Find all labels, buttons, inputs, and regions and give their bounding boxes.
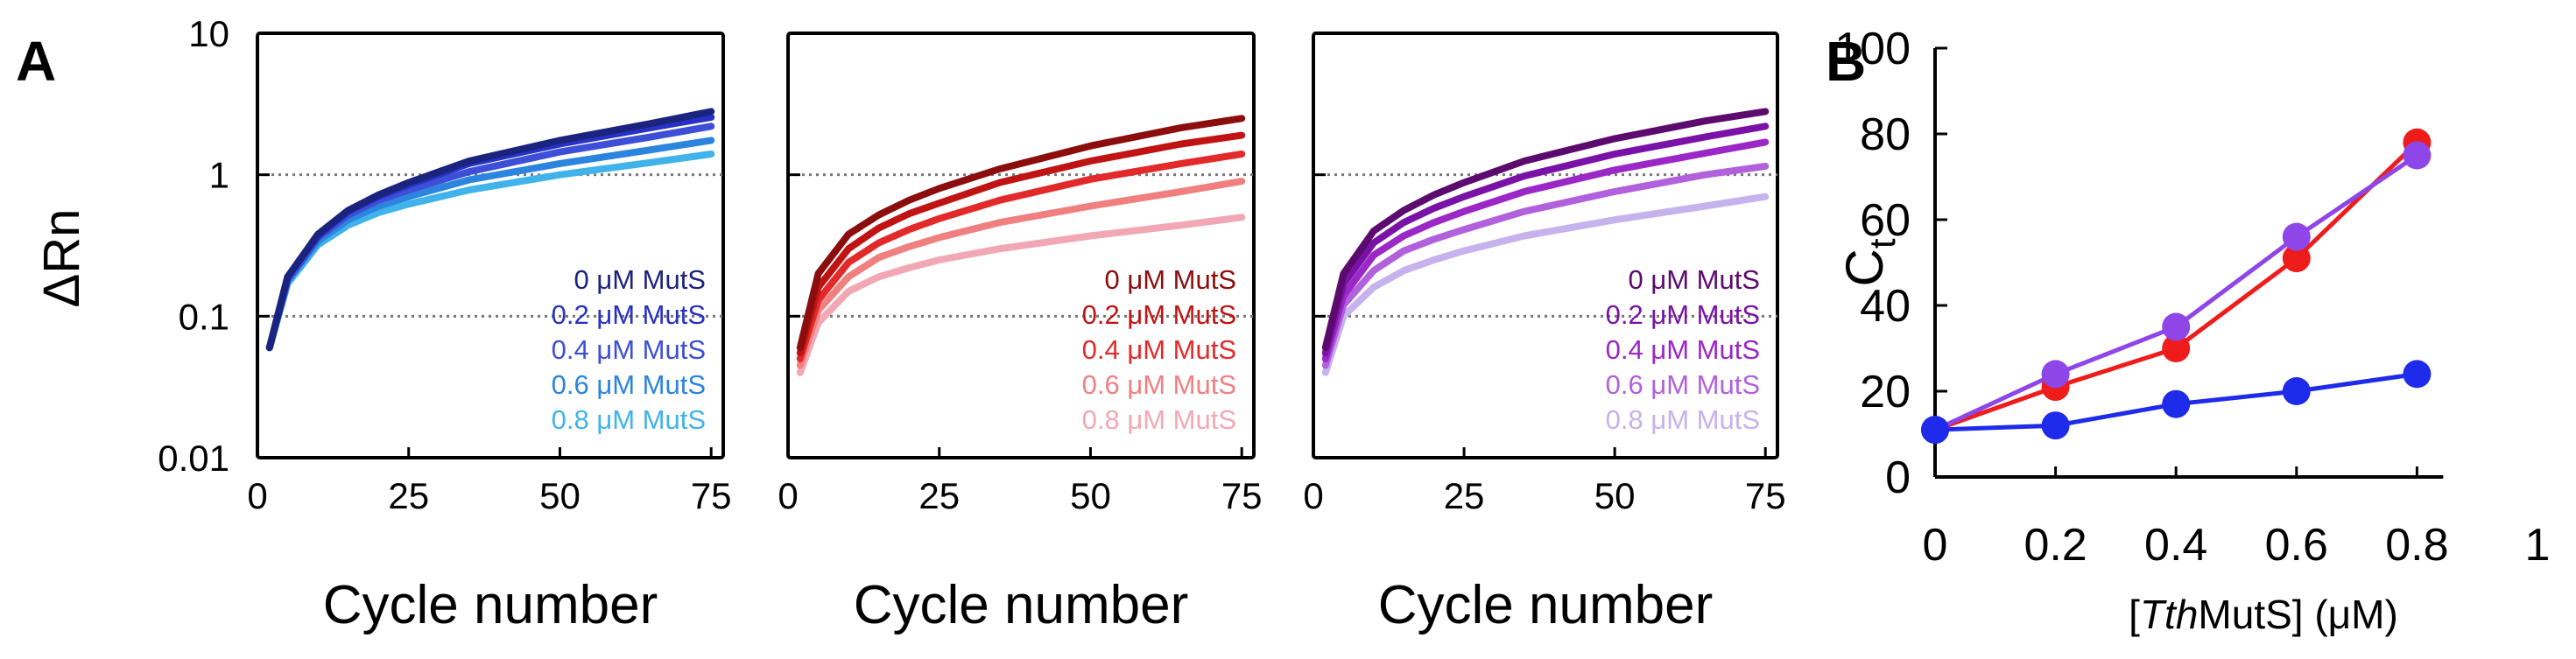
y-tick-label: 0.1 xyxy=(179,296,229,337)
data-point xyxy=(2282,222,2311,251)
y-axis-label: ΔRn xyxy=(33,209,90,308)
legend-label: 0.6 μM MutS xyxy=(1082,369,1236,400)
panel-a-label: A xyxy=(16,30,56,93)
series-line xyxy=(796,214,1246,376)
series-line xyxy=(265,108,715,352)
x-tick-label: 25 xyxy=(1444,475,1485,516)
x-axis-label-open: [ xyxy=(2129,592,2140,637)
x-tick-label: 0.8 xyxy=(2385,520,2448,571)
series-line xyxy=(1321,162,1770,369)
series-line xyxy=(1321,108,1770,352)
x-tick-label: 0.2 xyxy=(2023,520,2087,571)
x-tick-label: 25 xyxy=(388,475,429,516)
data-point xyxy=(1921,416,1949,445)
y-axis-label-main: C xyxy=(1835,249,1894,286)
legend-label: 0 μM MutS xyxy=(574,264,706,295)
legend-label: 0 μM MutS xyxy=(1628,264,1760,295)
y-tick-label: 10 xyxy=(188,13,229,54)
y-axis-label: Ct xyxy=(1835,238,1903,286)
series-line xyxy=(1321,138,1770,362)
data-point xyxy=(2282,377,2311,405)
data-point xyxy=(2162,334,2191,362)
plot-frame xyxy=(1312,32,1779,459)
data-point xyxy=(2041,360,2070,389)
series-line xyxy=(796,131,1246,357)
legend-label: 0.6 μM MutS xyxy=(552,369,706,400)
amplification-chart-blue: 0.01 0.1 1 10 0 25 50 75 Cycle number ΔRn 0 μM Mut… xyxy=(33,13,732,635)
series-line xyxy=(1933,153,2418,432)
x-tick-label: 0 xyxy=(247,475,267,516)
series-line xyxy=(796,151,1246,362)
y-tick-label: 60 xyxy=(1860,195,1911,246)
y-tick-label: 40 xyxy=(1860,281,1911,332)
series-line xyxy=(796,178,1246,369)
legend-label: 0.6 μM MutS xyxy=(1606,369,1760,400)
panel-b-label: B xyxy=(1826,30,1866,93)
y-tick-label: 20 xyxy=(1860,367,1911,417)
x-axis-label-italic: Tth xyxy=(2140,592,2198,637)
x-tick-label: 0.4 xyxy=(2144,520,2207,571)
ct-chart: 0 20 40 60 80 100 0 0.2 0.4 0.6 0.8 1 Ct [TthMutS] (μ… xyxy=(1834,24,2550,637)
legend-label: 0.2 μM MutS xyxy=(1606,299,1760,330)
legend-label: 0.8 μM MutS xyxy=(1606,404,1760,435)
x-axis-label: Cycle number xyxy=(1378,575,1713,635)
series-line xyxy=(1934,140,2419,432)
x-tick-label: 50 xyxy=(1070,475,1111,516)
data-point xyxy=(2403,360,2432,389)
series-line xyxy=(1321,193,1770,376)
y-axis-label-sub: t xyxy=(1862,238,1903,249)
legend-label: 0.2 μM MutS xyxy=(552,299,706,330)
legend-label: 0.8 μM MutS xyxy=(1082,404,1236,435)
x-tick-label: 0 xyxy=(1303,475,1323,516)
y-tick-label: 0.01 xyxy=(158,438,229,479)
legend-label: 0.4 μM MutS xyxy=(1606,334,1760,365)
x-axis-label: Cycle number xyxy=(323,575,658,635)
x-tick-label: 75 xyxy=(1745,475,1786,516)
x-axis-label: [TthMutS] (μM) xyxy=(2129,592,2398,637)
x-tick-label: 0 xyxy=(778,475,798,516)
plot-frame xyxy=(256,32,725,459)
legend-label: 0.8 μM MutS xyxy=(552,404,706,435)
x-tick-label: 50 xyxy=(539,475,581,516)
legend-label: 0.4 μM MutS xyxy=(552,334,706,365)
series-line xyxy=(1321,123,1770,357)
data-point xyxy=(2282,244,2311,273)
data-point xyxy=(2041,411,2070,440)
y-tick-label: 1 xyxy=(209,155,229,196)
amplification-chart-red: 0 25 50 75 Cycle number 0 μM MutS 0.2 μM MutS 0… xyxy=(778,32,1263,635)
x-tick-label: 75 xyxy=(691,475,732,516)
y-tick-label: 80 xyxy=(1860,109,1911,160)
x-tick-label: 75 xyxy=(1221,475,1263,516)
x-tick-label: 25 xyxy=(918,475,960,516)
y-tick-label: 0 xyxy=(1885,452,1911,503)
series-line xyxy=(796,115,1246,352)
amplification-chart-purple: 0 25 50 75 Cycle number 0 μM MutS 0.2 μM MutS 0… xyxy=(1303,32,1786,635)
x-axis-label-rest: MutS] (μM) xyxy=(2198,592,2397,637)
data-point xyxy=(2403,141,2432,170)
y-tick-label: 100 xyxy=(1834,24,1911,74)
x-tick-label: 0 xyxy=(1923,520,1948,571)
x-tick-label: 0.6 xyxy=(2265,520,2328,571)
x-tick-label: 50 xyxy=(1594,475,1636,516)
data-point xyxy=(2162,389,2191,418)
legend-label: 0.4 μM MutS xyxy=(1082,334,1236,365)
x-tick-label: 1 xyxy=(2525,520,2551,571)
x-axis-label: Cycle number xyxy=(854,575,1188,635)
legend-label: 0.2 μM MutS xyxy=(1082,299,1236,330)
legend-label: 0 μM MutS xyxy=(1104,264,1236,295)
data-point xyxy=(2162,312,2191,341)
plot-frame xyxy=(786,32,1256,459)
